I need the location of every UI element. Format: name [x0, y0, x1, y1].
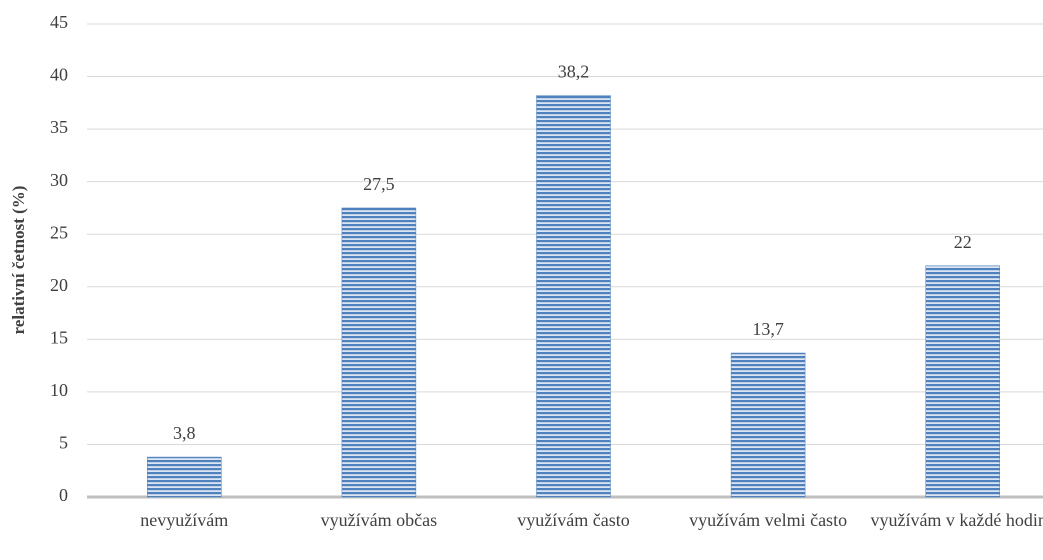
x-tick-label: využívám velmi často	[689, 510, 848, 530]
bar	[536, 95, 611, 498]
y-tick-label: 20	[50, 275, 68, 295]
bar	[925, 265, 1000, 498]
y-tick-label: 35	[50, 117, 68, 137]
y-tick-label: 40	[50, 65, 68, 85]
bar	[147, 456, 222, 498]
x-tick-label: využívám v každé hodině	[870, 510, 1043, 530]
y-tick-label: 45	[50, 12, 68, 32]
y-tick-label: 25	[50, 222, 68, 242]
y-tick-label: 15	[50, 327, 68, 347]
y-tick-label: 10	[50, 380, 68, 400]
y-tick-label: 0	[59, 485, 68, 505]
data-label: 38,2	[558, 62, 590, 82]
y-axis-label: relativní četnost (%)	[9, 186, 28, 335]
x-tick-label: nevyužívám	[140, 510, 229, 530]
data-label: 22	[954, 232, 972, 252]
data-label: 13,7	[752, 319, 784, 339]
x-tick-label: využívám často	[517, 510, 630, 530]
y-tick-label: 30	[50, 170, 68, 190]
data-label: 3,8	[173, 423, 196, 443]
bar	[341, 207, 417, 498]
bar	[730, 352, 806, 498]
y-tick-label: 5	[59, 433, 68, 453]
x-tick-label: využívám občas	[320, 510, 438, 530]
data-label: 27,5	[363, 174, 395, 194]
